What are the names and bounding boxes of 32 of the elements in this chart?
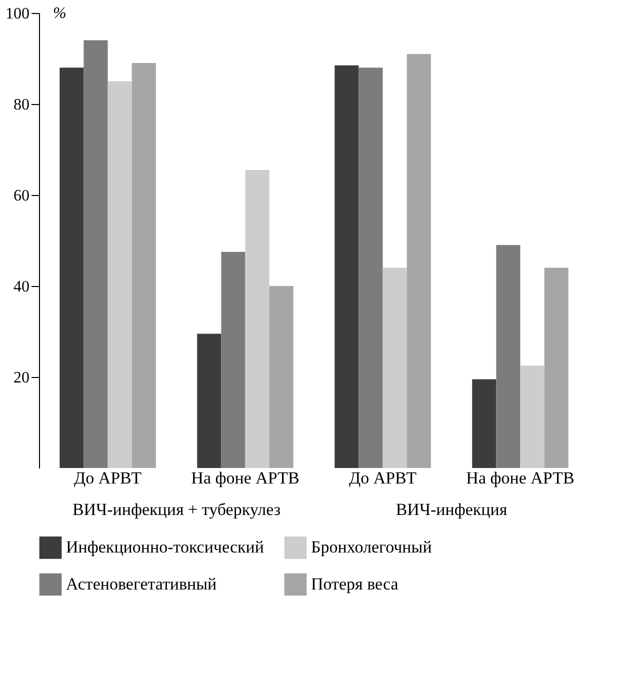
legend-label: Бронхолегочный [311, 538, 432, 557]
bar [60, 68, 84, 468]
bar [382, 268, 407, 468]
y-tick-label: 60 [14, 188, 30, 204]
bar [544, 268, 568, 468]
legend-label: Инфекционно-токсический [66, 538, 264, 557]
bar [358, 68, 383, 468]
x-tick-label: На фоне АРТВ [466, 468, 574, 488]
y-tick-label: 40 [14, 278, 30, 296]
x-tick-label: До АРВТ [348, 468, 418, 488]
y-tick-label: 100 [6, 6, 30, 22]
legend-label: Потеря веса [311, 574, 399, 594]
bar [197, 334, 222, 468]
legend-label: Астеновегетативный [66, 574, 217, 594]
bar [472, 379, 496, 468]
y-axis-title: % [53, 5, 66, 22]
y-tick-label: 20 [14, 370, 30, 386]
bar [108, 81, 132, 468]
bar [84, 40, 108, 468]
bar [245, 170, 270, 468]
text: ВИЧ-инфекция + туберкулез [72, 500, 281, 519]
bar [132, 63, 156, 468]
bar [496, 245, 520, 468]
bar [520, 366, 544, 468]
x-tick-label: На фоне АРТВ [191, 468, 300, 488]
bar [269, 286, 294, 468]
bar [334, 65, 359, 468]
bar [221, 252, 246, 468]
text: ВИЧ-инфекция [396, 500, 508, 519]
x-tick-label: До АРВТ [74, 468, 142, 488]
bar [406, 54, 431, 468]
y-tick-label: 80 [14, 96, 30, 114]
